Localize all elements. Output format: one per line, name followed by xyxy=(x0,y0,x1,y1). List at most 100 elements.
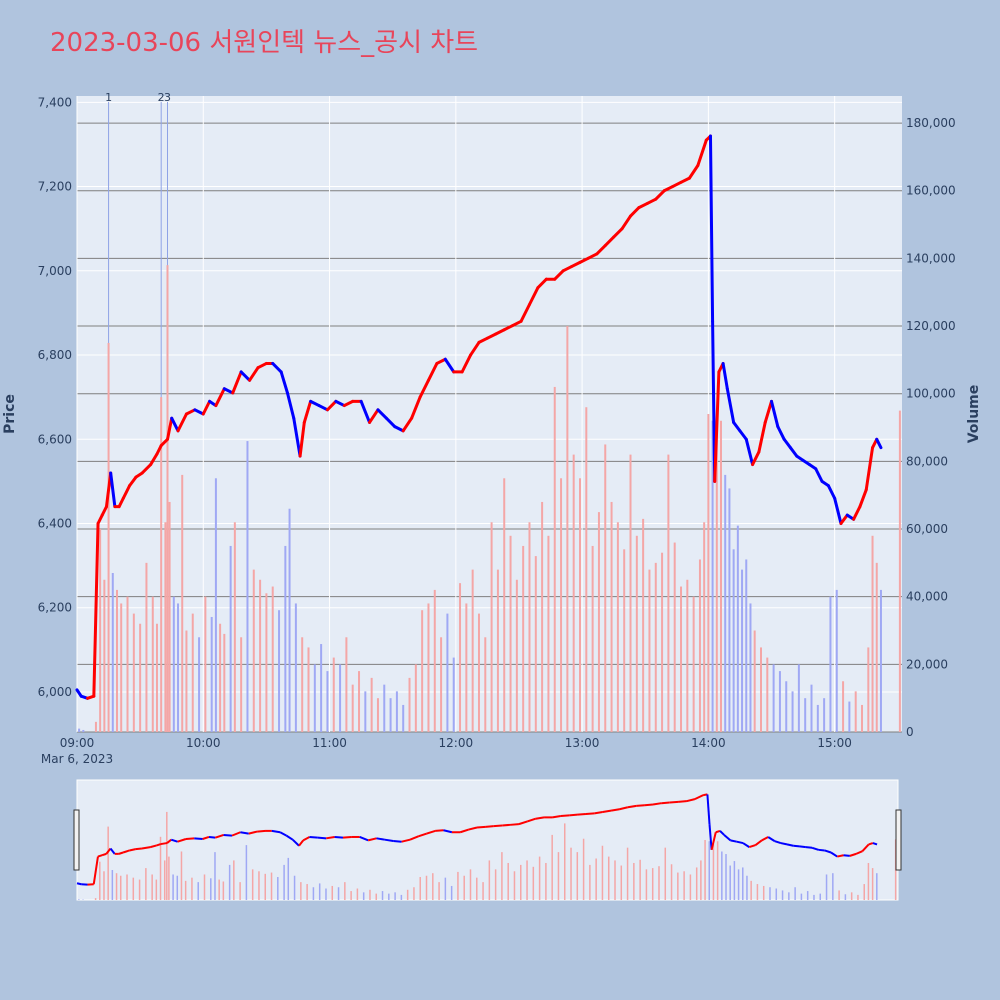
volume-bar xyxy=(842,681,845,732)
volume-bar xyxy=(440,637,443,732)
slider-price-segment xyxy=(135,847,143,851)
slider-volume-bar xyxy=(283,864,285,900)
slider-price-segment xyxy=(710,832,717,851)
volume-bar xyxy=(654,562,657,732)
price-segment xyxy=(376,408,388,420)
slider-price-segment xyxy=(485,825,494,828)
slider-price-segment xyxy=(644,803,654,807)
price-segment xyxy=(271,361,283,374)
volume-bar xyxy=(155,623,158,732)
time-tick-label: 11:00 xyxy=(312,736,347,750)
slider-price-segment xyxy=(510,823,519,826)
slider-price-segment xyxy=(552,815,561,819)
slider-price-segment xyxy=(97,854,103,858)
volume-bar xyxy=(804,698,807,732)
volume-bar xyxy=(736,525,739,732)
price-segment xyxy=(586,252,599,260)
volume-bar xyxy=(835,589,838,732)
volume-bar xyxy=(151,596,154,732)
slider-price-segment xyxy=(849,852,857,857)
price-tick-label: 6,400 xyxy=(38,517,72,531)
slider-price-segment xyxy=(636,804,645,807)
volume-bar xyxy=(139,623,142,732)
slider-handle-right[interactable] xyxy=(895,809,902,871)
volume-tick-label: 20,000 xyxy=(906,657,948,671)
volume-bar xyxy=(692,596,695,732)
volume-bar xyxy=(395,691,398,732)
slider-volume-bar xyxy=(203,874,206,900)
slider-volume-bar xyxy=(111,870,114,900)
price-segment xyxy=(222,387,235,395)
volume-bar xyxy=(160,397,163,732)
slider-volume-bar xyxy=(233,860,235,900)
slider-volume-bar xyxy=(406,889,409,900)
volume-bar xyxy=(753,630,756,732)
volume-bar xyxy=(616,522,619,732)
volume-bar xyxy=(707,414,710,732)
slider-volume-bar xyxy=(258,871,260,900)
slider-price-segment xyxy=(535,816,545,820)
price-segment xyxy=(368,408,380,424)
slider-price-segment xyxy=(156,843,162,847)
slider-volume-bar xyxy=(639,859,641,900)
price-segment xyxy=(460,353,473,374)
slider-price-segment xyxy=(805,846,813,849)
price-segment xyxy=(708,134,715,323)
volume-tick-label: 140,000 xyxy=(906,251,956,265)
volume-bar xyxy=(82,729,85,732)
price-segment xyxy=(839,513,849,526)
price-segment xyxy=(725,387,736,424)
slider-price-segment xyxy=(761,836,769,842)
slider-price-segment xyxy=(376,837,386,841)
annotation-label: 2 xyxy=(158,91,165,104)
price-segment xyxy=(763,399,774,424)
slider-volume-bar xyxy=(78,899,80,900)
slider-price-segment xyxy=(602,809,612,813)
slider-volume-bar xyxy=(228,864,231,900)
volume-bar xyxy=(749,603,752,732)
time-tick-label: 12:00 xyxy=(439,736,474,750)
volume-bar xyxy=(198,637,201,732)
price-segment xyxy=(713,370,721,483)
slider-price-segment xyxy=(694,794,704,801)
price-segment xyxy=(292,416,302,458)
volume-tick-label: 60,000 xyxy=(906,522,948,536)
volume-bar xyxy=(547,535,550,732)
volume-bar xyxy=(720,420,723,732)
volume-tick-label: 160,000 xyxy=(906,184,956,198)
price-segment xyxy=(214,387,226,408)
slider-volume-bar xyxy=(806,891,809,900)
slider-price-segment xyxy=(409,835,419,841)
slider-price-segment xyxy=(309,835,318,839)
slider-volume-bar xyxy=(306,884,308,900)
slider-volume-bar xyxy=(863,884,865,900)
volume-bar xyxy=(772,664,775,732)
price-segment xyxy=(117,496,125,509)
slider-price-segment xyxy=(502,823,511,827)
volume-bar xyxy=(107,342,110,732)
slider-price-segment xyxy=(837,854,844,858)
slider-volume-bar xyxy=(733,861,736,900)
volume-bar xyxy=(94,721,97,732)
volume-bar xyxy=(741,569,744,732)
price-segment xyxy=(721,361,729,391)
slider-volume-bar xyxy=(318,883,321,900)
annotation-label: 3 xyxy=(164,91,171,104)
volume-bar xyxy=(307,647,310,732)
slider-volume-bar xyxy=(191,877,193,900)
volume-bar xyxy=(320,644,323,732)
volume-bar xyxy=(414,664,417,732)
slider-price-segment xyxy=(459,828,469,834)
volume-bar xyxy=(471,569,474,732)
volume-bar xyxy=(240,637,243,732)
price-segment xyxy=(687,163,700,180)
slider-volume-bar xyxy=(582,838,585,900)
slider-volume-bar xyxy=(857,894,859,900)
slider-volume-bar xyxy=(99,861,101,900)
slider-handle-left[interactable] xyxy=(73,809,80,871)
slider-volume-bar xyxy=(570,847,572,900)
volume-bar xyxy=(861,704,864,732)
price-segment xyxy=(317,404,329,412)
volume-bar xyxy=(214,478,217,732)
